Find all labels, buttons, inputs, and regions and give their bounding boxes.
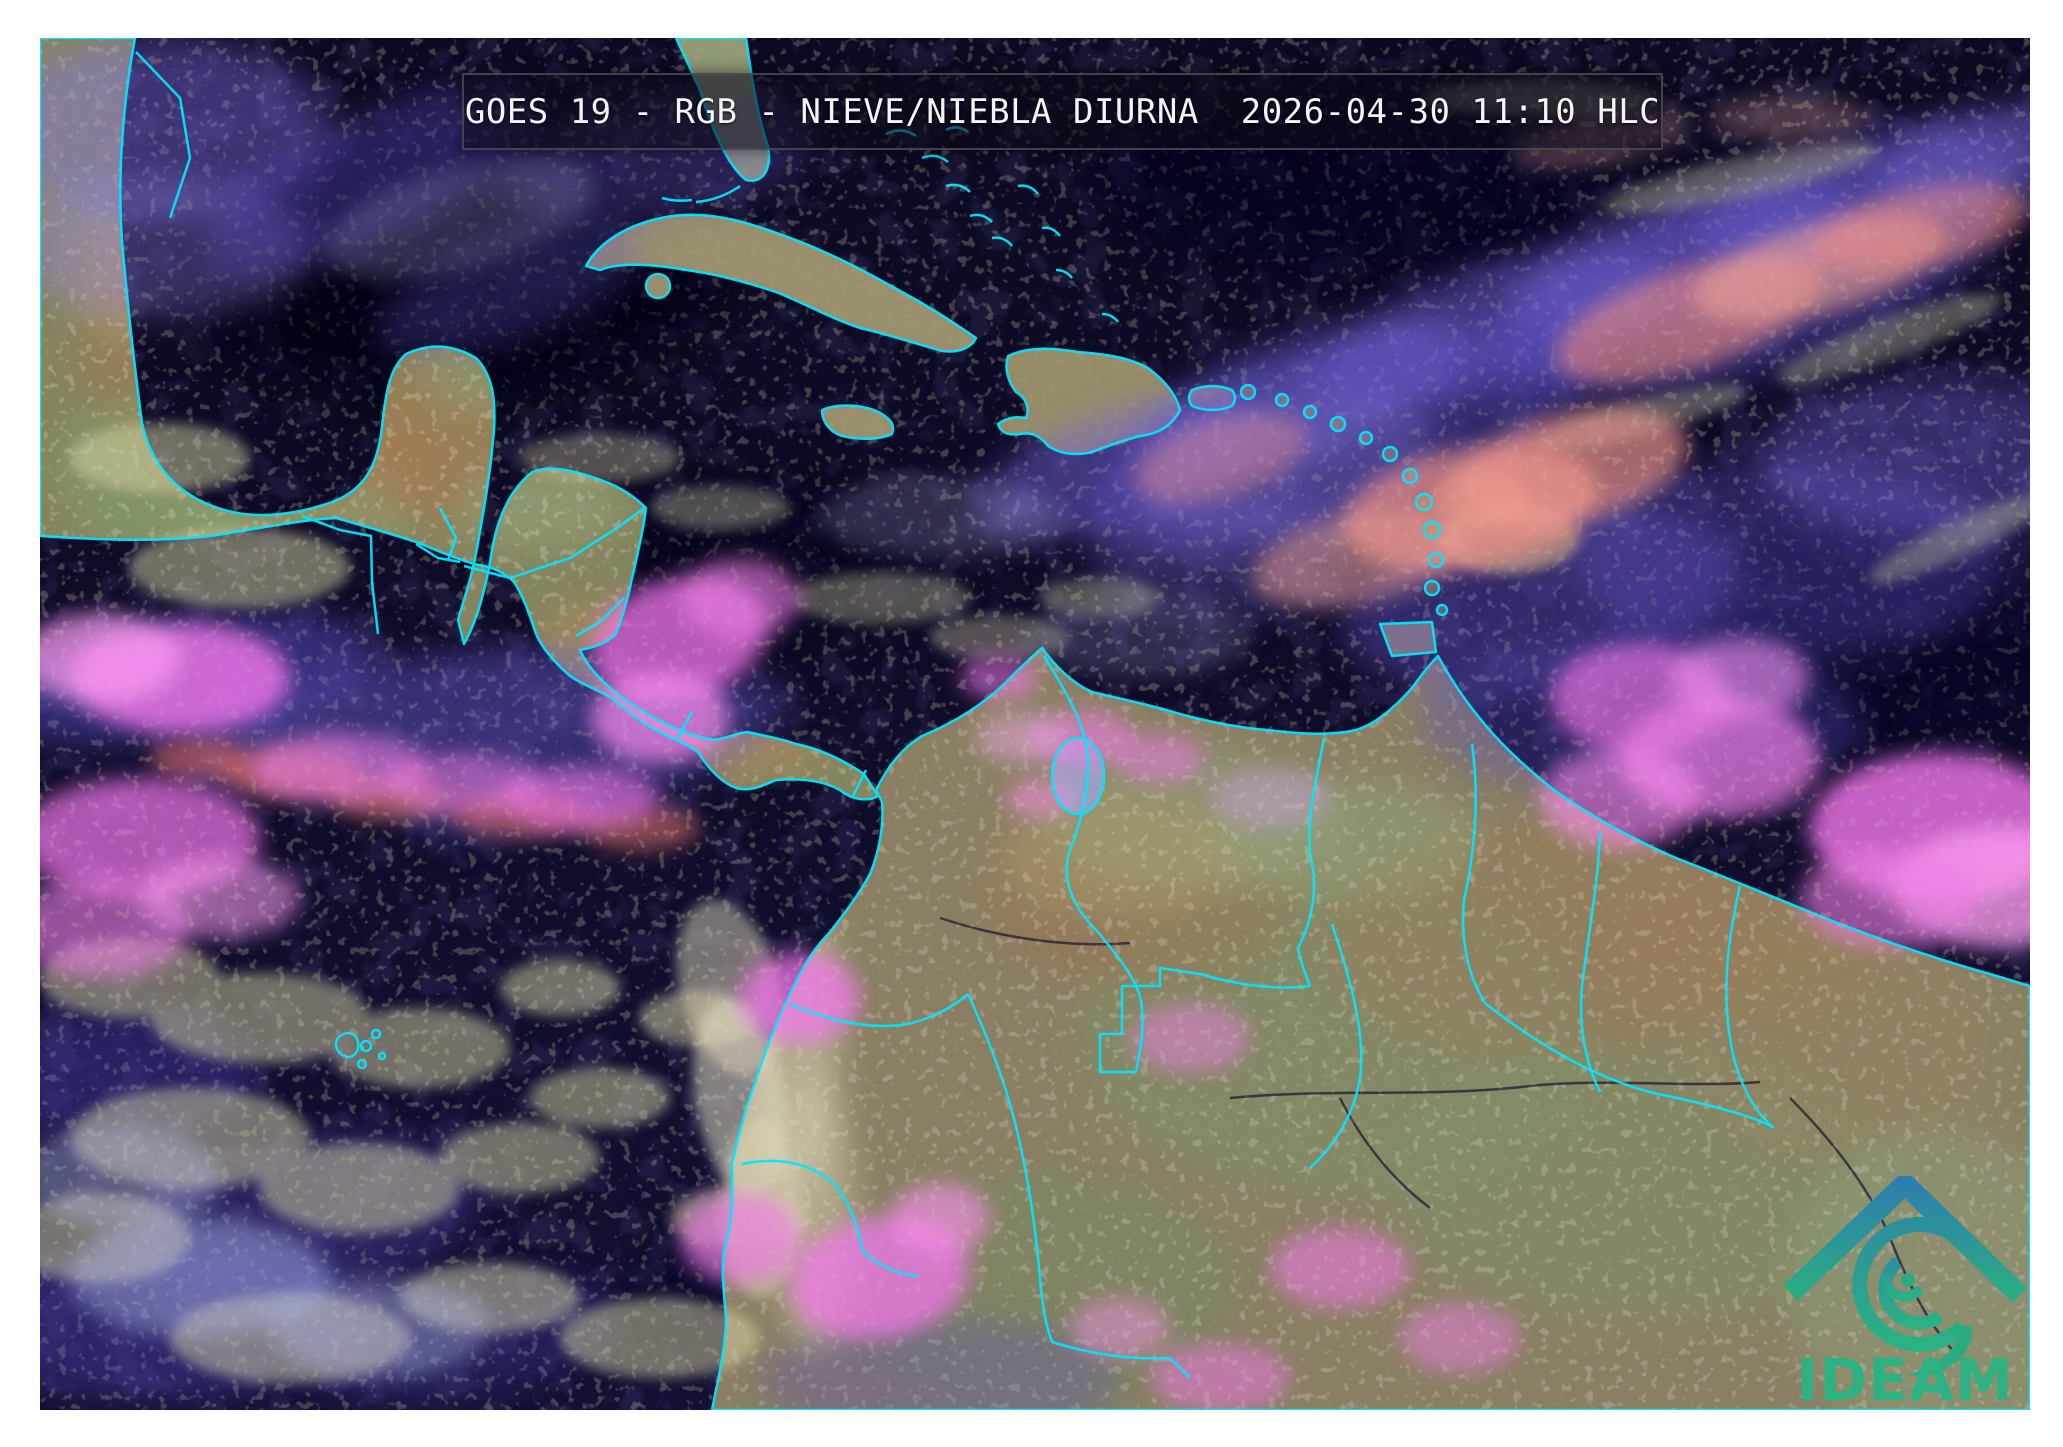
roof-icon [1783,1176,2027,1321]
ideam-wordmark: IDEAM [1797,1346,2014,1408]
title-text: GOES 19 - RGB - NIEVE/NIEBLA DIURNA 2026… [464,91,1661,132]
satellite-image: GOES 19 - RGB - NIEVE/NIEBLA DIURNA 2026… [40,38,2030,1410]
ideam-logo: IDEAM [1780,1176,2030,1408]
ideam-logo-graphic: IDEAM [1783,1176,2027,1408]
grain-overlay [40,38,2030,1410]
title-banner: GOES 19 - RGB - NIEVE/NIEBLA DIURNA 2026… [462,73,1663,150]
hurricane-spiral-icon [1852,1216,1973,1377]
satellite-scene [40,38,2030,1410]
